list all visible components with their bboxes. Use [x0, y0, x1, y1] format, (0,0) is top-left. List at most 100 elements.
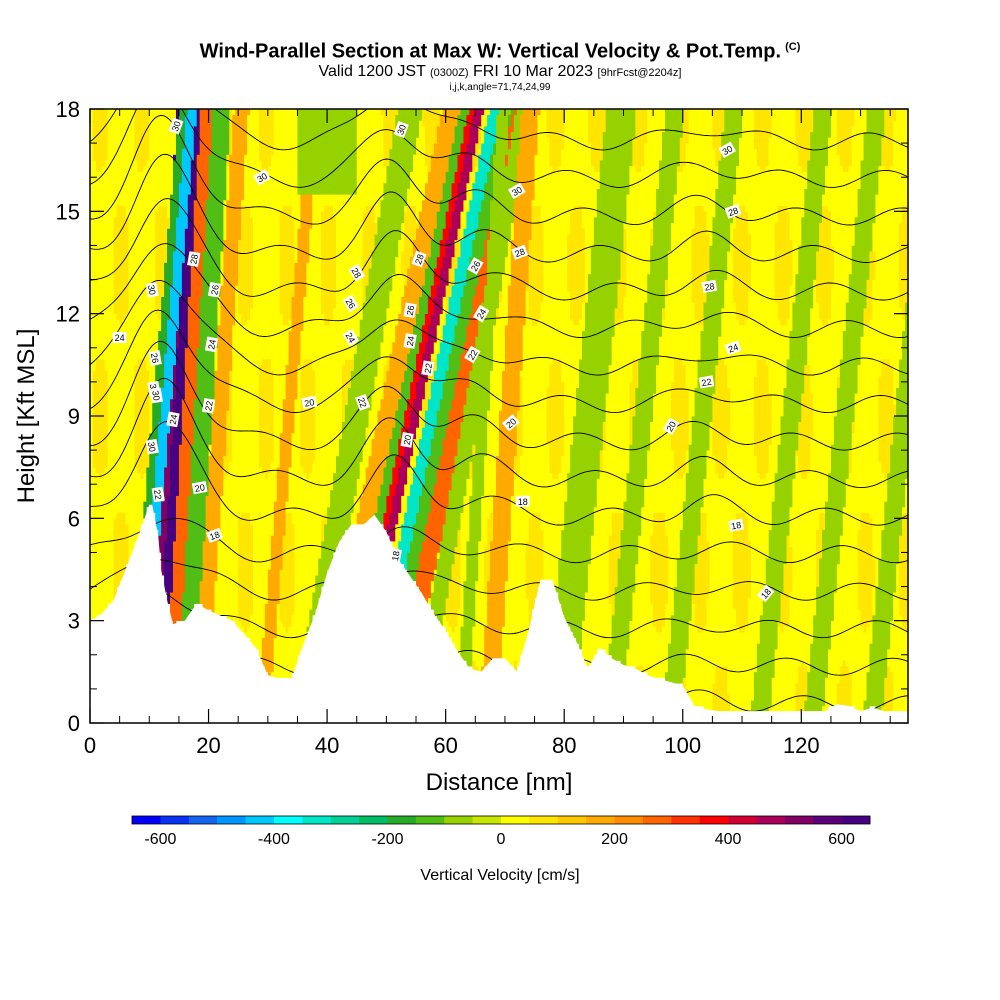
- velocity-cell: [241, 512, 245, 627]
- velocity-cell: [383, 109, 387, 167]
- velocity-cell: [540, 109, 544, 224]
- velocity-cell: [410, 484, 414, 542]
- velocity-cell: [460, 421, 464, 513]
- velocity-cell: [902, 109, 906, 206]
- velocity-cell: [460, 211, 464, 241]
- velocity-cell: [534, 109, 538, 155]
- velocity-cell: [623, 501, 627, 667]
- velocity-cell: [430, 285, 435, 315]
- velocity-cell: [267, 359, 272, 474]
- velocity-cell: [270, 461, 275, 536]
- velocity-cell: [881, 165, 885, 360]
- velocity-cell: [742, 632, 746, 712]
- velocity-cell: [143, 109, 147, 167]
- velocity-cell: [247, 512, 251, 627]
- velocity-cell: [125, 109, 129, 218]
- velocity-cell: [617, 558, 621, 661]
- velocity-cell: [208, 444, 212, 457]
- velocity-cell: [469, 495, 473, 667]
- velocity-cell: [181, 592, 186, 622]
- velocity-cell: [350, 109, 355, 195]
- velocity-cell: [528, 319, 532, 519]
- velocity-cell: [836, 563, 841, 684]
- velocity-cell: [196, 109, 201, 155]
- velocity-cell: [413, 467, 417, 525]
- velocity-cell: [896, 109, 900, 388]
- contour-label: 30: [146, 441, 158, 453]
- velocity-cell: [798, 666, 802, 712]
- velocity-cell: [187, 495, 192, 616]
- velocity-cell: [786, 535, 790, 627]
- velocity-cell: [451, 182, 455, 212]
- velocity-cell: [472, 444, 476, 457]
- velocity-cell: [344, 359, 349, 405]
- velocity-cell: [140, 478, 144, 525]
- contour-label: 24: [475, 307, 489, 321]
- velocity-cell: [774, 649, 778, 712]
- contour-label: 22: [152, 489, 164, 501]
- velocity-cell: [469, 171, 473, 201]
- velocity-cell: [368, 205, 372, 269]
- velocity-cell: [881, 137, 885, 167]
- velocity-cell: [516, 410, 521, 474]
- velocity-cell: [827, 109, 832, 138]
- velocity-cell: [170, 592, 174, 622]
- velocity-cell: [229, 370, 233, 462]
- velocity-cell: [433, 228, 438, 269]
- velocity-cell: [383, 512, 387, 531]
- velocity-cell: [410, 342, 414, 383]
- velocity-cell: [181, 109, 186, 150]
- velocity-cell: [504, 256, 509, 326]
- velocity-cell: [822, 325, 826, 513]
- velocity-cell: [451, 143, 455, 184]
- velocity-cell: [567, 109, 571, 235]
- velocity-cell: [501, 109, 506, 275]
- velocity-cell: [656, 632, 660, 678]
- velocity-cell: [807, 109, 811, 161]
- velocity-cell: [445, 285, 449, 315]
- velocity-cell: [220, 285, 224, 496]
- velocity-cell: [706, 541, 710, 599]
- velocity-cell: [255, 109, 260, 650]
- velocity-cell: [629, 381, 633, 445]
- velocity-cell: [401, 251, 405, 275]
- velocity-cell: [887, 649, 891, 667]
- contour-label-bg: [145, 438, 159, 455]
- velocity-cell: [576, 109, 580, 206]
- velocity-cell: [667, 643, 672, 684]
- velocity-cell: [333, 194, 337, 218]
- subtitle-indices: i,j,k,angle=71,74,24,99: [449, 81, 551, 93]
- velocity-cell: [238, 239, 242, 315]
- velocity-cell: [288, 319, 292, 332]
- velocity-cell: [558, 109, 562, 167]
- velocity-cell: [155, 364, 159, 457]
- velocity-cell: [747, 290, 752, 542]
- contour-label-group: 28: [724, 203, 742, 219]
- velocity-cell: [226, 165, 230, 201]
- velocity-cell: [490, 199, 494, 371]
- velocity-cell: [442, 614, 446, 627]
- velocity-cell: [759, 359, 764, 479]
- velocity-cell: [519, 114, 524, 371]
- velocity-cell: [202, 541, 206, 610]
- velocity-cell: [484, 182, 488, 241]
- velocity-cell: [306, 262, 310, 360]
- y-tick-label: 18: [56, 97, 80, 122]
- velocity-cell: [258, 364, 263, 468]
- velocity-cell: [137, 109, 141, 172]
- velocity-cell: [801, 109, 805, 172]
- velocity-cell: [881, 359, 885, 474]
- velocity-cell: [884, 677, 888, 712]
- velocity-cell: [682, 472, 687, 502]
- velocity-cell: [481, 302, 485, 496]
- velocity-cell: [338, 438, 343, 542]
- velocity-cell: [644, 302, 648, 479]
- velocity-cell: [356, 109, 361, 337]
- velocity-cell: [857, 529, 861, 610]
- velocity-cell: [819, 558, 823, 712]
- velocity-cell: [324, 325, 328, 513]
- velocity-cell: [839, 359, 844, 536]
- velocity-cell: [807, 160, 811, 337]
- contour-label-group: 30: [393, 121, 409, 138]
- velocity-cell: [101, 109, 106, 167]
